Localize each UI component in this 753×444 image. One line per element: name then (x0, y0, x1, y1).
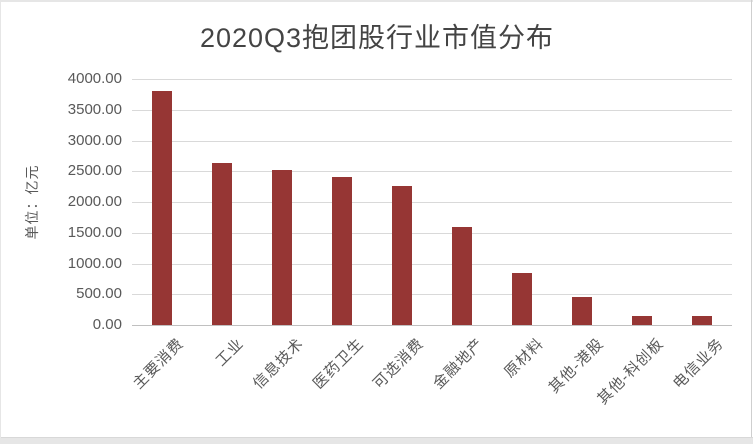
chart-title: 2020Q3抱团股行业市值分布 (199, 23, 555, 53)
chart-bar (212, 163, 232, 325)
gridline (132, 171, 732, 173)
chart-bar (332, 177, 352, 325)
chart-bar (272, 170, 292, 325)
gridline (132, 109, 732, 111)
y-axis-tick-label: 1500.00 (67, 223, 122, 241)
y-axis-tick-label: 3000.00 (67, 131, 122, 149)
x-axis-category-label: 金融地产 (429, 335, 488, 393)
x-axis-category-label: 医药卫生 (309, 335, 368, 393)
y-axis-tick-label: 2500.00 (67, 162, 122, 180)
gridline (132, 263, 732, 265)
gridline (132, 232, 732, 234)
gridline (132, 79, 732, 80)
x-axis-line (132, 325, 732, 326)
chart-bar (572, 296, 592, 325)
chart-bar (632, 316, 652, 325)
chart-bar (152, 91, 172, 325)
y-axis-tick-label: 3500.00 (67, 100, 122, 118)
chart-bar (452, 227, 472, 325)
x-axis-category-label: 信息技术 (249, 335, 308, 393)
x-axis-category-label: 可选消费 (369, 335, 428, 393)
x-axis-category-label: 主要消费 (129, 335, 188, 393)
window-top-edge (1, 0, 753, 2)
window-bottom-edge (1, 437, 753, 444)
y-axis-tick-label: 2000.00 (67, 193, 122, 210)
y-axis-tick-label: 1000.00 (67, 254, 122, 272)
y-axis-tick-label: 4000.00 (67, 70, 122, 87)
y-axis-tick-label: 500.00 (76, 285, 122, 303)
gridline (132, 294, 732, 296)
x-axis-category-label: 电信业务 (669, 335, 728, 393)
chart-bar (392, 186, 412, 325)
chart-bar (512, 272, 532, 325)
y-axis-tick-label: 0.00 (92, 316, 122, 333)
gridline (132, 202, 732, 203)
x-axis-category-label: 原材料 (501, 335, 548, 382)
gridline (132, 140, 732, 142)
window-right-edge (751, 0, 752, 444)
chart-bar (692, 316, 712, 325)
x-axis-category-label: 工业 (212, 335, 248, 370)
